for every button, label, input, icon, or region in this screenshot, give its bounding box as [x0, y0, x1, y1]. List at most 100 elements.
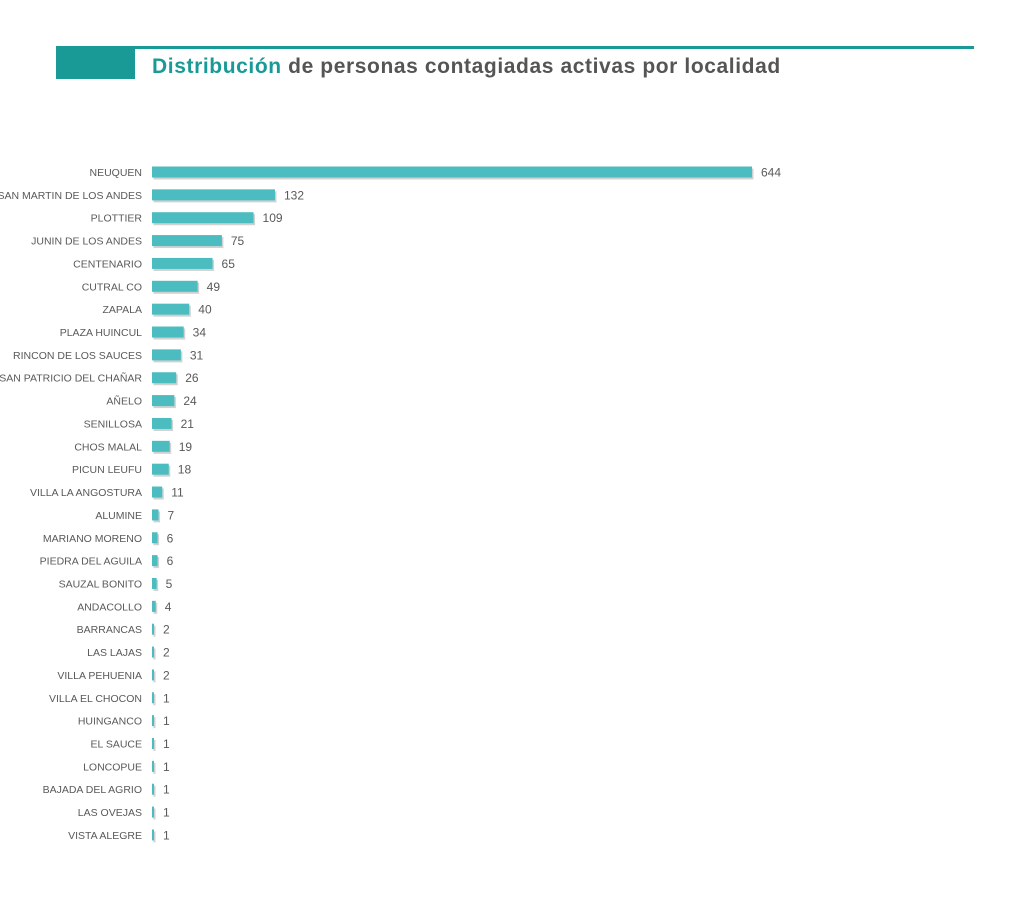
category-label: CHOS MALAL	[74, 441, 142, 453]
bar	[152, 509, 159, 521]
value-label: 4	[165, 600, 172, 614]
bar-shadow	[153, 717, 156, 729]
bar-shadow	[153, 808, 156, 820]
category-label: ANDACOLLO	[77, 601, 142, 613]
bar	[152, 623, 154, 635]
category-label: JUNIN DE LOS ANDES	[31, 236, 142, 248]
category-label: LAS OVEJAS	[78, 807, 142, 819]
bar	[152, 486, 163, 498]
category-label: PIEDRA DEL AGUILA	[40, 556, 142, 568]
category-label: BAJADA DEL AGRIO	[43, 784, 142, 796]
value-label: 11	[171, 486, 184, 500]
bar	[152, 326, 184, 338]
category-label: LONCOPUE	[83, 761, 142, 773]
bar	[152, 349, 181, 361]
value-label: 1	[163, 714, 170, 728]
value-label: 21	[181, 417, 195, 431]
value-label: 26	[185, 371, 199, 385]
value-label: 1	[163, 737, 170, 751]
title-accent: Distribución	[152, 55, 282, 78]
bar-shadow	[153, 785, 156, 797]
category-label: SAN PATRICIO DEL CHAÑAR	[0, 372, 142, 385]
category-label: RINCON DE LOS SAUCES	[13, 350, 142, 362]
bar	[152, 532, 158, 544]
bar	[152, 783, 154, 795]
bar	[152, 829, 154, 841]
value-label: 40	[198, 303, 212, 317]
bar	[152, 692, 154, 704]
bar	[152, 166, 752, 178]
category-label: VILLA LA ANGOSTURA	[30, 487, 142, 499]
bar	[152, 372, 177, 384]
bar	[152, 189, 275, 201]
bar	[152, 806, 154, 818]
category-label: CUTRAL CO	[82, 281, 142, 293]
bar-shadow	[153, 625, 156, 637]
value-label: 65	[222, 257, 236, 271]
value-label: 2	[163, 646, 170, 660]
bar-shadow	[153, 762, 156, 774]
bar	[152, 463, 169, 475]
bar	[152, 280, 198, 292]
value-label: 1	[163, 760, 170, 774]
category-label: CENTENARIO	[73, 258, 142, 270]
value-label: 31	[190, 348, 204, 362]
bar	[152, 600, 156, 612]
bar-shadow	[153, 671, 156, 683]
bar	[152, 257, 213, 269]
value-label: 6	[167, 554, 174, 568]
value-label: 644	[761, 166, 781, 180]
category-label: PLAZA HUINCUL	[60, 327, 142, 339]
category-label: HUINGANCO	[78, 716, 142, 728]
bar	[152, 577, 157, 589]
value-label: 1	[163, 806, 170, 820]
value-label: 24	[183, 394, 197, 408]
header-rule	[56, 46, 974, 49]
bar	[152, 669, 154, 681]
bar-shadow	[153, 740, 156, 751]
bar	[152, 440, 170, 452]
bar	[152, 417, 172, 429]
bar	[152, 395, 175, 407]
bar	[152, 235, 222, 247]
category-label: ZAPALA	[103, 304, 143, 316]
value-label: 7	[168, 508, 175, 522]
value-label: 1	[163, 828, 170, 842]
bar	[152, 715, 154, 727]
category-label: SAUZAL BONITO	[59, 578, 142, 590]
category-label: PICUN LEUFU	[72, 464, 142, 476]
value-label: 5	[166, 577, 173, 591]
bar-shadow	[153, 648, 156, 660]
category-label: LAS LAJAS	[87, 647, 142, 659]
value-label: 49	[207, 280, 221, 294]
category-label: BARRANCAS	[77, 624, 142, 636]
value-label: 1	[163, 691, 170, 705]
category-label: EL SAUCE	[90, 739, 142, 751]
header-accent-block	[56, 46, 135, 79]
bar	[152, 212, 254, 224]
category-label: VISTA ALEGRE	[68, 830, 142, 842]
value-label: 75	[231, 234, 245, 248]
value-label: 6	[167, 531, 174, 545]
value-label: 109	[263, 211, 283, 225]
bar	[152, 303, 190, 315]
value-label: 18	[178, 463, 192, 477]
bar	[152, 760, 154, 772]
category-label: VILLA EL CHOCON	[49, 693, 142, 705]
value-label: 2	[163, 668, 170, 682]
category-label: ALUMINE	[95, 510, 142, 522]
value-label: 34	[193, 326, 207, 340]
value-label: 132	[284, 188, 304, 202]
category-label: SENILLOSA	[84, 418, 142, 430]
bar-shadow	[153, 831, 156, 843]
title-rest: de personas contagiadas activas por loca…	[281, 55, 781, 78]
category-label: PLOTTIER	[91, 213, 143, 225]
page-title: Distribución de personas contagiadas act…	[152, 55, 781, 79]
bar	[152, 738, 154, 749]
category-label: SAN MARTIN DE LOS ANDES	[0, 190, 142, 202]
category-label: NEUQUEN	[89, 167, 142, 179]
value-label: 2	[163, 623, 170, 637]
value-label: 19	[179, 440, 193, 454]
bar-shadow	[153, 694, 156, 706]
